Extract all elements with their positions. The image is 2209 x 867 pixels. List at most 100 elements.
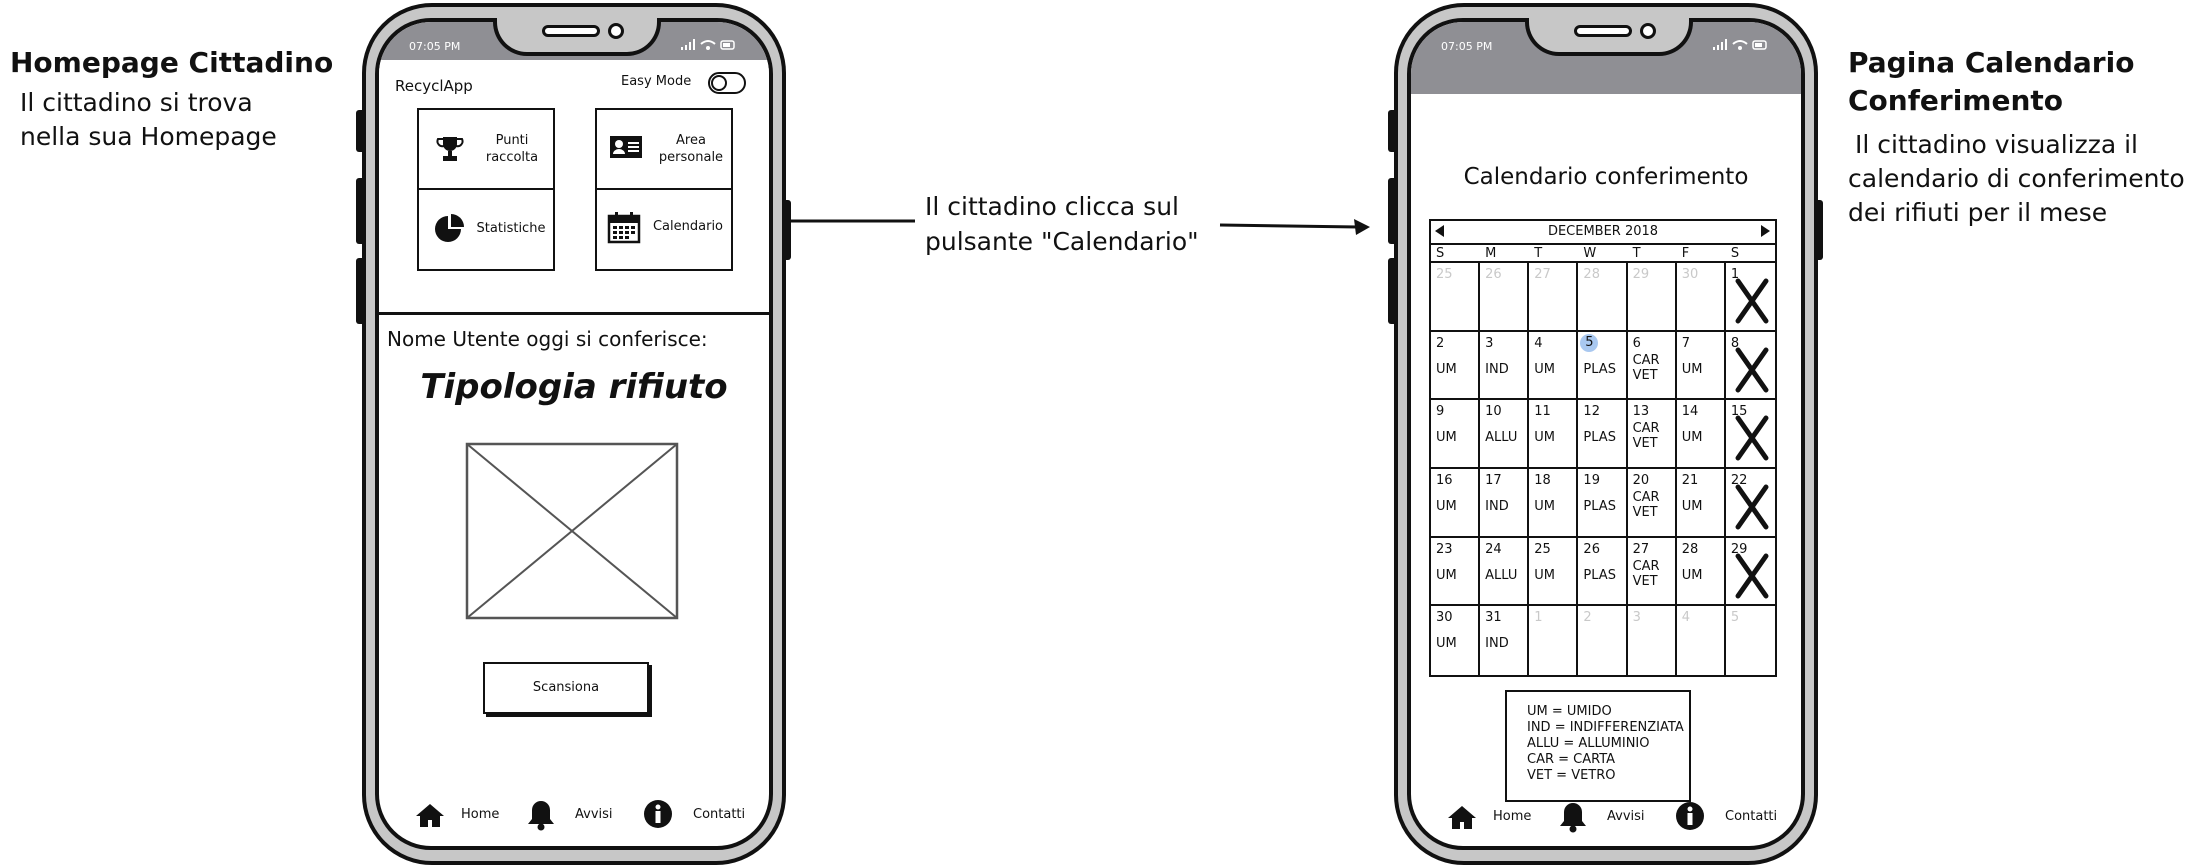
calendar-waste-code: UM (1534, 430, 1556, 446)
calendar-day-number: 26 (1485, 267, 1502, 282)
easy-mode-toggle[interactable] (708, 72, 746, 94)
calendar-day-number: 3 (1632, 610, 1641, 626)
calendar-day-cell[interactable]: 23 UM (1431, 537, 1481, 607)
calendar-day-cell[interactable]: 21 UM (1676, 469, 1726, 538)
calendar-day-cell[interactable]: 2 (1578, 606, 1628, 675)
calendar-day-cell[interactable]: 13 CAR VET (1627, 400, 1677, 469)
calendar-status-time: 07:05 PM (1441, 40, 1493, 53)
tile-statistiche[interactable]: Statistiche (419, 190, 553, 268)
no-collection-cross-icon (1735, 278, 1769, 324)
scan-button[interactable]: Scansiona (483, 662, 649, 714)
nav-contacts[interactable]: Contatti (643, 799, 753, 833)
calendar-day-cell[interactable]: 11 UM (1529, 400, 1579, 469)
calendar-day-cell[interactable]: 1 (1725, 263, 1775, 332)
calendar-days-grid: 25 26 27 28 29 30 1 2 UM 3 IND 4 UM 5 PLAS 6 CAR VET 7 UM 8 9… (1431, 263, 1775, 675)
calendar-day-cell[interactable]: 15 (1725, 400, 1775, 469)
nav-alerts-label: Avvisi (575, 807, 613, 822)
calendar-day-cell[interactable]: 10 ALLU (1480, 400, 1530, 469)
calendar-day-number: 25 (1436, 267, 1453, 282)
calendar-day-cell[interactable]: 4 (1677, 606, 1726, 675)
calendar-day-cell[interactable]: 29 (1627, 263, 1677, 332)
calendar-day-cell[interactable]: 31 IND (1480, 606, 1530, 675)
tile-calendario[interactable]: Calendario (597, 190, 731, 268)
calendar-day-cell[interactable]: 7 UM (1676, 331, 1726, 401)
calendar-day-number: 29 (1730, 541, 1748, 557)
calendar-day-cell[interactable]: 12 PLAS (1578, 400, 1628, 469)
calendar-day-cell[interactable]: 27 CAR VET (1627, 537, 1677, 607)
calendar-day-cell[interactable]: 25 (1431, 263, 1481, 332)
next-month-icon[interactable] (1761, 225, 1770, 237)
info-icon (1676, 802, 1704, 830)
calendar-waste-code: CAR (1632, 558, 1660, 574)
nav-home[interactable]: Home (415, 800, 499, 832)
calendar-day-cell[interactable]: 28 UM (1676, 537, 1726, 607)
calendar-waste-code: UM (1534, 361, 1556, 377)
calendar-waste-code: VET (1632, 573, 1658, 589)
calendar-waste-code: PLAS (1583, 430, 1616, 446)
calendar-day-cell[interactable]: 26 (1480, 263, 1530, 332)
calendar-waste-code: VET (1632, 505, 1658, 520)
calendar-day-cell[interactable]: 30 UM (1431, 606, 1481, 675)
prev-month-icon[interactable] (1435, 225, 1444, 237)
nav-contacts-label: Contatti (693, 807, 746, 822)
weekday-label: M (1485, 246, 1497, 261)
calendar-day-cell[interactable]: 28 (1578, 263, 1628, 332)
id-card-icon (610, 136, 642, 158)
calendar-day-cell[interactable]: 2 UM (1431, 331, 1481, 401)
nav2-contacts[interactable]: Contatti (1675, 801, 1785, 835)
calendar-day-cell[interactable]: 19 PLAS (1578, 469, 1628, 538)
calendar-waste-code: VET (1632, 367, 1658, 383)
calendar-day-number: 30 (1681, 267, 1699, 282)
calendar-waste-code: UM (1681, 430, 1703, 446)
homepage-annotation-line2: nella sua Homepage (20, 122, 277, 151)
calendar-day-cell[interactable]: 8 (1725, 332, 1775, 401)
calendar-day-cell[interactable]: 5 PLAS (1578, 331, 1628, 401)
calendar-waste-code: CAR (1632, 352, 1660, 368)
calendar-day-cell[interactable]: 17 IND (1480, 469, 1530, 538)
calendar-day-cell[interactable]: 1 (1529, 606, 1579, 675)
calendar-day-cell[interactable]: 22 (1725, 469, 1775, 538)
weekday-label: F (1681, 246, 1690, 261)
calendar-day-number: 23 (1436, 541, 1453, 557)
app-name: RecyclApp (395, 77, 473, 95)
calendar-day-number: 20 (1632, 473, 1650, 488)
tile-punti-raccolta[interactable]: Punti raccolta (419, 110, 553, 186)
nav-alerts[interactable]: Avvisi (525, 798, 615, 834)
calendar-day-number: 19 (1583, 473, 1600, 488)
today-text: Nome Utente oggi si conferisce: (387, 327, 708, 351)
calendar-day-cell[interactable]: 30 (1676, 263, 1726, 332)
calendar-day-cell[interactable]: 4 UM (1529, 331, 1579, 401)
transition-annotation-line2: pulsante "Calendario" (925, 227, 1199, 256)
calendar-waste-code: UM (1534, 499, 1556, 514)
transition-annotation-line1: Il cittadino clicca sul (925, 192, 1179, 221)
calendar-day-cell[interactable]: 16 UM (1431, 469, 1481, 538)
calendar-day-cell[interactable]: 3 (1628, 606, 1677, 675)
calendar-day-number: 28 (1681, 541, 1699, 557)
tile-area-personale[interactable]: Area personale (597, 110, 731, 186)
calendar-day-cell[interactable]: 14 UM (1676, 400, 1726, 469)
calendar-day-cell[interactable]: 24 ALLU (1480, 537, 1530, 607)
nav2-alerts[interactable]: Avvisi (1557, 800, 1647, 836)
calendar-day-cell[interactable]: 5 (1726, 606, 1775, 675)
calendar-day-cell[interactable]: 9 UM (1431, 400, 1481, 469)
calendar-day-cell[interactable]: 25 UM (1529, 537, 1579, 607)
calendar-day-cell[interactable]: 18 UM (1529, 469, 1579, 538)
easy-mode-toggle-knob (711, 75, 727, 91)
calendar-day-cell[interactable]: 3 IND (1480, 331, 1530, 401)
calendar-icon (607, 212, 641, 244)
tile-calendario-label: Calendario (652, 219, 724, 234)
calendar-day-cell[interactable]: 27 (1529, 263, 1579, 332)
calendar-day-cell[interactable]: 6 CAR VET (1627, 331, 1677, 401)
calendar-day-cell[interactable]: 26 PLAS (1578, 537, 1628, 607)
calendar-waste-code: ALLU (1485, 430, 1518, 446)
calendar-day-cell[interactable]: 20 CAR VET (1627, 469, 1677, 538)
calendar-day-cell[interactable]: 29 (1725, 538, 1775, 607)
calendar-waste-code: UM (1534, 567, 1556, 583)
transition-arrows (745, 219, 1370, 235)
calendar-waste-code: UM (1436, 499, 1457, 514)
calendar-waste-code: PLAS (1583, 361, 1616, 377)
homepage-annotation-line1: Il cittadino si trova (20, 88, 253, 117)
nav2-home[interactable]: Home (1447, 802, 1531, 834)
legend-item-car: CAR = CARTA (1527, 752, 1616, 767)
